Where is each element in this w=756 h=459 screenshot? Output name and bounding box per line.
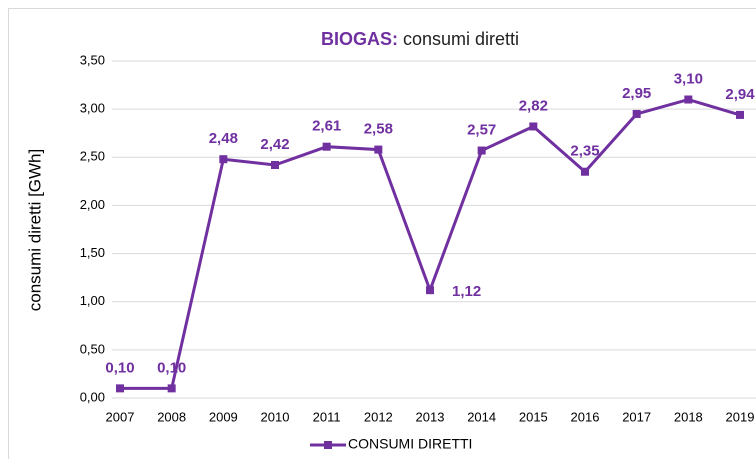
data-label: 2,95 — [622, 85, 651, 102]
data-label: 1,12 — [452, 283, 481, 300]
x-tick-label: 2008 — [157, 409, 186, 424]
data-label: 0,10 — [157, 359, 186, 376]
x-tick-label: 2010 — [261, 409, 290, 424]
point-marker — [581, 167, 589, 176]
data-label: 0,10 — [105, 359, 134, 376]
data-label: 2,48 — [209, 130, 238, 147]
point-marker — [632, 109, 641, 118]
x-tick-label: 2019 — [726, 409, 755, 424]
x-tick-label: 2018 — [674, 409, 703, 424]
x-tick-label: 2016 — [571, 409, 600, 424]
point-marker — [374, 145, 383, 154]
x-tick-label: 2013 — [416, 409, 445, 424]
data-label: 2,61 — [312, 118, 341, 135]
y-tick-label: 1,00 — [80, 293, 105, 308]
x-tick-label: 2007 — [106, 409, 135, 424]
point-marker — [477, 146, 486, 155]
point-marker — [116, 384, 124, 393]
point-marker — [736, 110, 744, 119]
data-label: 2,42 — [260, 136, 289, 153]
point-marker — [271, 160, 279, 169]
x-tick-label: 2014 — [467, 409, 496, 424]
y-tick-label: 2,50 — [80, 149, 105, 164]
data-label: 2,57 — [467, 122, 496, 139]
chart-border — [8, 8, 756, 459]
title-bold: BIOGAS: — [321, 29, 398, 49]
legend-marker — [324, 441, 332, 449]
y-axis-label: consumi diretti [GWh] — [25, 149, 44, 312]
x-tick-label: 2009 — [209, 409, 238, 424]
x-tick-label: 2017 — [622, 409, 651, 424]
data-label: 2,82 — [519, 97, 548, 114]
legend-label: CONSUMI DIRETTI — [348, 436, 472, 452]
point-marker — [529, 122, 538, 131]
y-tick-label: 3,00 — [80, 101, 105, 116]
point-marker — [426, 286, 434, 295]
point-marker — [167, 384, 176, 393]
point-marker — [322, 142, 331, 151]
data-label: 3,10 — [674, 70, 703, 87]
title-rest: consumi diretti — [403, 29, 519, 49]
x-tick-label: 2011 — [313, 409, 341, 424]
chart-title: BIOGAS: consumi diretti — [321, 29, 519, 49]
y-tick-label: 1,50 — [80, 245, 105, 260]
data-label: 2,58 — [364, 121, 393, 138]
y-tick-label: 0,50 — [80, 341, 105, 356]
point-marker — [219, 155, 228, 164]
y-tick-label: 0,00 — [80, 389, 105, 404]
data-label: 2,35 — [570, 143, 599, 160]
x-tick-label: 2015 — [519, 409, 548, 424]
y-tick-label: 3,50 — [80, 52, 105, 67]
data-label: 2,94 — [725, 86, 755, 103]
x-tick-label: 2012 — [364, 409, 393, 424]
point-marker — [684, 95, 693, 104]
y-tick-label: 2,00 — [80, 197, 105, 212]
